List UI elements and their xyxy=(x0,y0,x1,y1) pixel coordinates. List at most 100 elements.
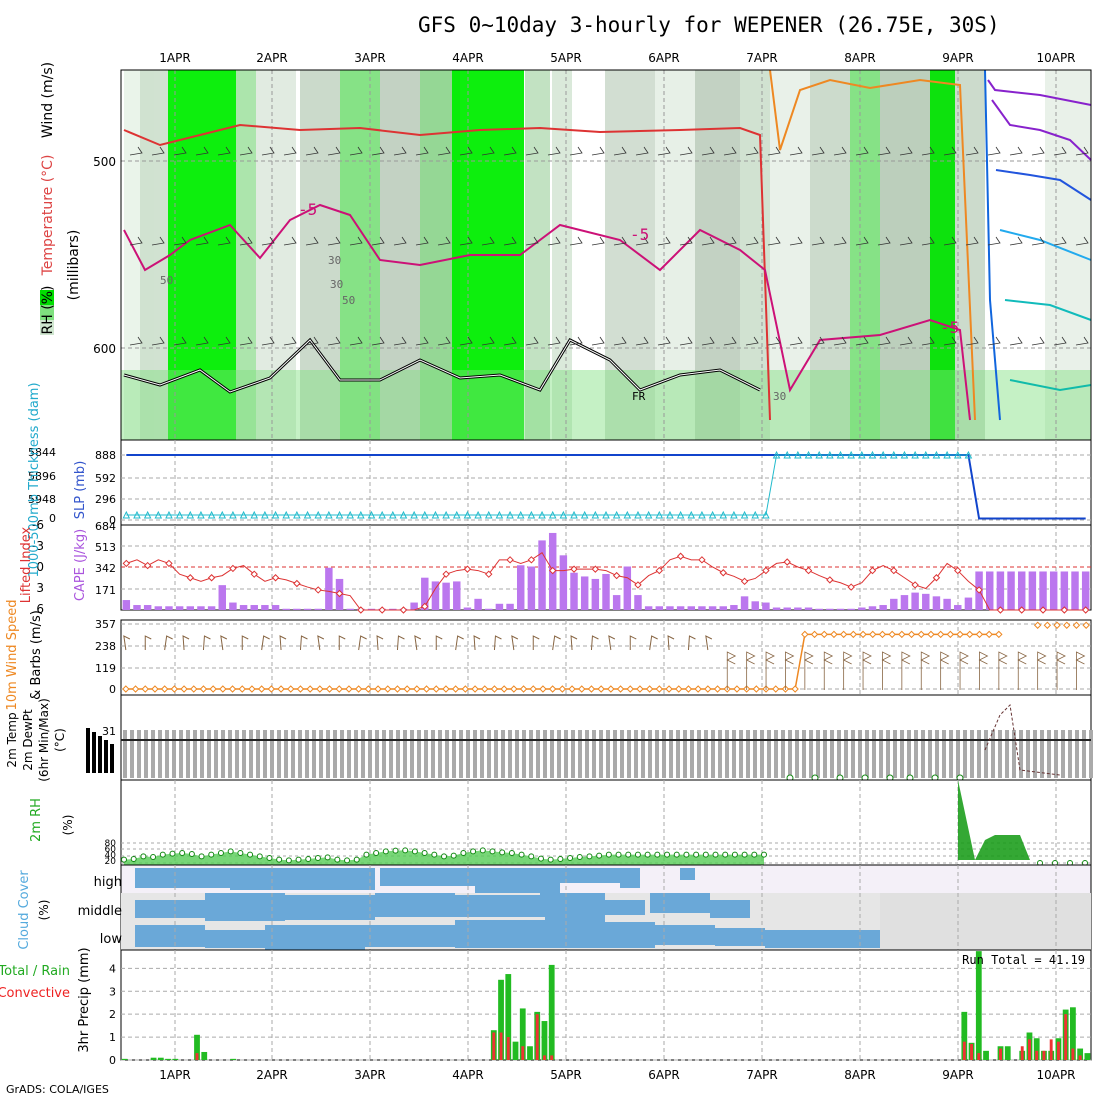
rh-marker xyxy=(499,849,506,856)
lifted-marker xyxy=(463,565,472,573)
temp-bar xyxy=(347,730,351,778)
cape-bar xyxy=(1017,571,1026,610)
wind-barb xyxy=(202,635,211,651)
wind-barb xyxy=(811,336,825,346)
rh-marker xyxy=(392,847,399,854)
thickness-marker xyxy=(495,510,504,519)
precip-total-bar xyxy=(1004,1046,1011,1060)
temp2m-axis-label: 2m DewPt xyxy=(21,709,35,771)
wind-barb xyxy=(349,146,363,156)
wind-barb xyxy=(877,336,891,346)
temp-bar xyxy=(1012,730,1016,778)
cape-bar xyxy=(591,578,600,610)
cape-bar xyxy=(922,593,930,610)
wind-barb xyxy=(723,236,737,246)
cape-bar xyxy=(730,605,738,610)
temp-bar xyxy=(739,730,743,778)
temp-contour xyxy=(1009,379,1092,392)
rh-band xyxy=(340,70,380,440)
rh-marker xyxy=(654,851,661,858)
cape-bar xyxy=(954,605,962,610)
cape-bar xyxy=(911,592,919,610)
wind-marker xyxy=(597,685,605,693)
contour-label: -5 xyxy=(298,200,317,219)
lifted-axis-label: Lifted Index xyxy=(19,526,34,603)
temp-bar xyxy=(375,730,379,778)
wind-tick: 357 xyxy=(95,618,116,631)
rh-marker xyxy=(673,851,680,858)
temp-bar xyxy=(249,730,253,778)
wind-barb xyxy=(299,635,308,651)
temp-max-line xyxy=(984,703,1061,776)
cape-bar xyxy=(197,606,205,610)
wind-marker xyxy=(432,685,440,693)
cape-bar xyxy=(698,606,706,610)
lifted-marker xyxy=(357,606,365,614)
wind-barb xyxy=(921,336,935,346)
rh-marker xyxy=(489,848,496,855)
wind-marker xyxy=(267,685,276,693)
wind-marker xyxy=(500,685,508,693)
temp-bar xyxy=(214,730,218,778)
cloud-block xyxy=(650,893,710,913)
rh-tick: 80 xyxy=(105,839,117,849)
wind-barb xyxy=(613,336,627,346)
wind-barb xyxy=(900,651,911,690)
x-tick-top: 5APR xyxy=(550,51,581,65)
wind-barb xyxy=(745,146,759,156)
thickness-marker xyxy=(399,510,408,519)
cape-bar xyxy=(943,598,951,610)
lifted-marker xyxy=(655,566,664,575)
temp-contour xyxy=(123,203,971,421)
lifted-marker xyxy=(740,577,749,586)
precip-conv-bar xyxy=(977,1053,981,1060)
rh-marker xyxy=(314,855,321,861)
lifted-marker xyxy=(676,552,685,560)
wind-barb xyxy=(493,635,502,651)
wind-barb xyxy=(371,146,385,156)
temp-bar xyxy=(711,730,715,778)
lifted-marker xyxy=(847,583,855,591)
wind-barb xyxy=(376,635,384,651)
wind-marker xyxy=(956,630,964,639)
lifted-tick: 0 xyxy=(36,560,44,574)
precip-conv-bar xyxy=(962,1041,966,1060)
wind-barb xyxy=(220,635,228,651)
cape-bar xyxy=(442,582,450,610)
contour-label: FR xyxy=(632,390,646,403)
wind-marker xyxy=(830,630,838,639)
temp-bar xyxy=(522,730,526,778)
lifted-marker xyxy=(314,586,322,594)
thickness-marker xyxy=(964,450,973,459)
temp-bar xyxy=(305,730,309,778)
wind-marker xyxy=(752,685,761,693)
temp-contour xyxy=(1004,299,1092,321)
wind-marker xyxy=(665,685,673,693)
wind-barb xyxy=(305,146,319,156)
cape-bar xyxy=(218,585,226,610)
cape-bar xyxy=(847,608,855,610)
wind-barb xyxy=(173,336,187,346)
wind-barb xyxy=(1075,651,1086,690)
wind-marker xyxy=(801,630,809,639)
wind-barb xyxy=(195,236,209,246)
wind-marker xyxy=(936,630,945,639)
thickness-marker xyxy=(655,510,664,519)
cape-bar xyxy=(868,606,877,610)
cape-tick: 342 xyxy=(95,562,116,575)
wind-barb xyxy=(129,236,143,246)
temp-bar xyxy=(718,730,722,778)
temp-bar xyxy=(732,730,736,778)
upper-air-panel: -5 -5 -5 FR 50 30 50 30 30 500 600 xyxy=(40,69,1092,441)
rh-marker xyxy=(256,853,263,860)
cape-bar xyxy=(367,608,376,610)
precip-conv-bar xyxy=(506,1037,510,1060)
wind-barb xyxy=(455,635,464,651)
wind-marker xyxy=(296,685,305,693)
lifted-marker xyxy=(335,589,344,598)
cape-bar xyxy=(314,608,322,610)
precip-tick: 0 xyxy=(109,1054,116,1067)
precip-tick: 2 xyxy=(109,1008,116,1021)
wind-barb xyxy=(239,146,253,156)
wind-marker xyxy=(539,685,547,693)
